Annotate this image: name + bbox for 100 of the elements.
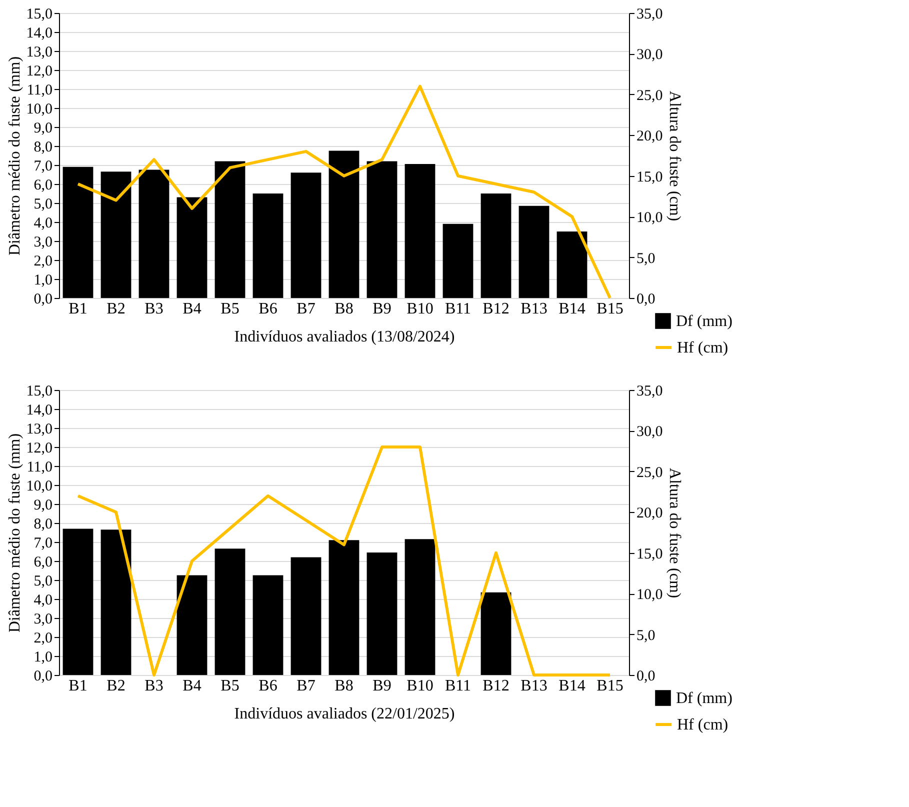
y-tick-label: 4,0	[34, 592, 52, 608]
y-tick-label: 9,0	[34, 120, 52, 136]
y-tick-label: 1,0	[34, 650, 52, 666]
x-tick-label: B2	[106, 678, 126, 694]
bar	[100, 530, 132, 675]
bar	[328, 540, 360, 675]
x-tick-label: B12	[482, 300, 510, 318]
x-tick-label: B4	[182, 678, 202, 694]
y2-tick-label: 10,0	[636, 587, 663, 604]
y-tick-label: 13,0	[26, 422, 52, 438]
y-tick-label: 11,0	[26, 460, 52, 476]
y-tick-label: 2,0	[34, 254, 52, 270]
y-tick-label: 4,0	[34, 216, 52, 232]
legend-label: Df (mm)	[676, 313, 732, 330]
x-tick-label: B11	[444, 678, 472, 694]
legend-label: Hf (cm)	[677, 340, 728, 356]
x-tick-label: B4	[182, 300, 202, 318]
x-tick-label: B12	[482, 678, 510, 694]
x-tick-label: B15	[596, 678, 624, 694]
y-tick-label: 6,0	[34, 554, 52, 570]
bar	[480, 194, 512, 298]
line-series	[76, 446, 612, 676]
x-tick-label: B14	[558, 678, 586, 694]
y-tick-label: 0,0	[34, 292, 52, 308]
y2-tick-label: 0,0	[636, 292, 656, 308]
x-tick-label: B15	[596, 300, 624, 318]
bar	[214, 548, 246, 675]
y2-tick-label: 25,0	[636, 464, 663, 481]
x-axis-title: Indivíduos avaliados (13/08/2024)	[234, 328, 455, 346]
bar	[252, 194, 284, 298]
bar	[366, 161, 398, 298]
x-tick-label: B11	[444, 300, 472, 318]
y2-tick-label: 10,0	[636, 210, 663, 226]
x-tick-label: B8	[334, 300, 354, 318]
x-tick-label: B2	[106, 300, 126, 318]
y-axis-title: Diâmetro médio do fuste (mm)	[6, 56, 24, 256]
y-tick-label: 12,0	[26, 64, 52, 80]
x-tick-label: B6	[258, 678, 278, 694]
y-tick-label: 7,0	[34, 158, 52, 174]
x-tick-label: B8	[334, 678, 354, 694]
y2-tick-label: 5,0	[636, 628, 656, 644]
bar	[480, 592, 512, 675]
x-tick-label: B13	[520, 678, 548, 694]
y2-tick-label: 5,0	[636, 250, 656, 267]
x-axis-title: Indivíduos avaliados (22/01/2025)	[234, 706, 455, 722]
line-series	[76, 84, 612, 300]
bar	[100, 172, 132, 298]
y-tick-label: 8,0	[34, 516, 52, 532]
bar	[290, 557, 322, 675]
y2-tick-label: 15,0	[636, 546, 663, 562]
y2-tick-label: 35,0	[636, 384, 663, 400]
y-axis-title: Diâmetro médio do fuste (mm)	[6, 433, 24, 633]
x-tick-label: B7	[296, 300, 316, 318]
y2-tick-label: 25,0	[636, 88, 663, 104]
x-tick-label: B9	[372, 678, 392, 694]
bar	[252, 575, 284, 675]
bar	[518, 206, 550, 298]
y2-axis-title: Altura do fuste (cm)	[666, 90, 683, 222]
y2-tick-label: 15,0	[636, 169, 663, 186]
y2-tick-label: 20,0	[636, 128, 663, 145]
legend-label: Df (mm)	[676, 690, 732, 707]
y-tick-label: 14,0	[26, 26, 52, 42]
x-tick-label: B14	[558, 300, 586, 318]
y-tick-label: 11,0	[26, 82, 52, 98]
y2-tick-label: 35,0	[636, 6, 663, 22]
legend-label: Hf (cm)	[677, 716, 728, 734]
y-tick-label: 2,0	[34, 630, 52, 646]
y-tick-label: 15,0	[26, 6, 52, 22]
y-tick-label: 3,0	[34, 612, 52, 628]
y2-axis-title: Altura do fuste (cm)	[666, 468, 683, 598]
x-tick-label: B5	[220, 300, 240, 318]
y-tick-label: 1,0	[34, 272, 52, 288]
x-tick-label: B6	[258, 300, 278, 318]
y-tick-label: 12,0	[26, 440, 52, 456]
x-tick-label: B3	[144, 300, 164, 318]
y-tick-label: 7,0	[34, 536, 52, 552]
x-tick-label: B5	[220, 678, 240, 694]
bar	[442, 224, 474, 298]
y-tick-label: 8,0	[34, 140, 52, 156]
bar	[214, 161, 246, 298]
y2-tick-label: 30,0	[636, 424, 663, 440]
y-tick-label: 3,0	[34, 234, 52, 250]
x-tick-label: B9	[372, 300, 392, 318]
y2-tick-label: 0,0	[636, 668, 656, 684]
y2-tick-label: 20,0	[636, 506, 663, 522]
x-tick-label: B3	[144, 678, 164, 694]
bar	[176, 575, 208, 675]
y-tick-label: 6,0	[34, 178, 52, 194]
y-tick-label: 13,0	[26, 44, 52, 60]
x-tick-label: B10	[406, 300, 434, 318]
y-tick-label: 14,0	[26, 402, 52, 418]
x-tick-label: B13	[520, 300, 548, 318]
x-tick-label: B10	[406, 678, 434, 694]
bar	[556, 232, 588, 298]
bar	[404, 539, 436, 675]
y-tick-label: 0,0	[34, 668, 52, 684]
y-tick-label: 5,0	[34, 196, 52, 212]
bar	[404, 164, 436, 298]
bar	[62, 166, 94, 298]
x-tick-label: B1	[68, 300, 88, 318]
